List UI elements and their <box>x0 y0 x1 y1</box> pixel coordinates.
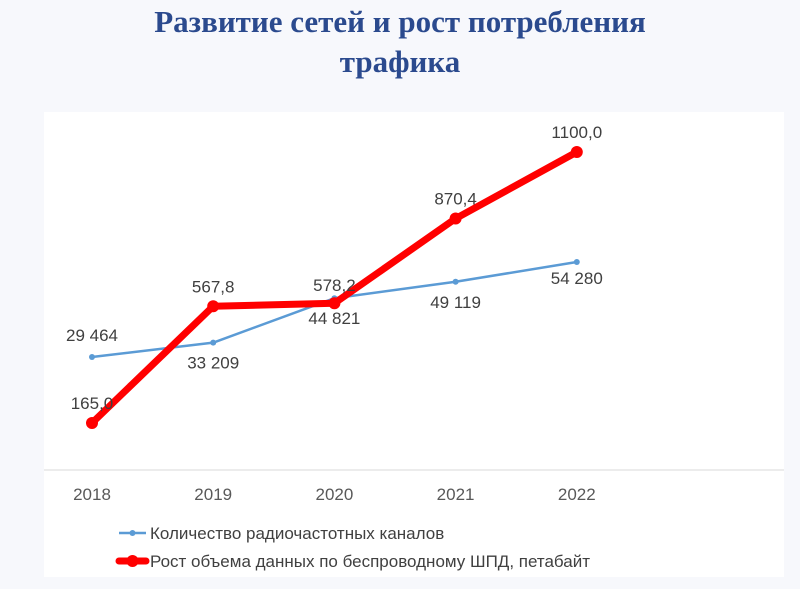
legend-marker-traffic <box>126 555 139 567</box>
x-tick-label: 2018 <box>73 485 111 504</box>
point-channels <box>89 354 95 360</box>
legend-label-channels: Количество радиочастотных каналов <box>150 524 444 543</box>
x-tick-label: 2021 <box>437 485 475 504</box>
point-traffic <box>449 212 462 225</box>
chart-panel: 2018 2019 2020 2021 2022 29 464 33 209 44 821 49… <box>44 112 784 577</box>
point-channels <box>452 278 459 285</box>
point-traffic <box>328 297 341 310</box>
data-label-channels: 54 280 <box>551 269 603 288</box>
point-traffic <box>207 300 220 313</box>
point-traffic <box>570 146 583 158</box>
data-label-channels: 44 821 <box>308 309 360 328</box>
data-label-traffic: 165,0 <box>71 394 114 413</box>
data-label-channels: 33 209 <box>187 354 239 373</box>
data-label-traffic: 578,2 <box>313 276 356 295</box>
point-channels <box>573 259 580 265</box>
title-line-1: Развитие сетей и рост потребления <box>154 4 646 39</box>
legend-label-traffic: Рост объема данных по беспроводному ШПД,… <box>150 552 590 571</box>
data-label-channels: 49 119 <box>430 293 481 312</box>
x-tick-label: 2019 <box>194 485 232 504</box>
x-tick-label: 2022 <box>558 485 596 504</box>
data-label-traffic: 870,4 <box>434 190 477 209</box>
data-label-channels: 29 464 <box>66 326 118 345</box>
line-chart: 2018 2019 2020 2021 2022 29 464 33 209 44 821 49… <box>44 123 784 571</box>
title-line-2: трафика <box>339 44 461 79</box>
point-channels <box>210 339 217 346</box>
data-label-traffic: 567,8 <box>192 277 235 296</box>
legend-marker-channels <box>129 530 136 536</box>
x-tick-label: 2020 <box>315 485 353 504</box>
point-traffic <box>86 417 98 429</box>
data-label-traffic: 1100,0 <box>551 123 602 142</box>
slide-title: Развитие сетей и рост потребления трафик… <box>0 2 800 82</box>
